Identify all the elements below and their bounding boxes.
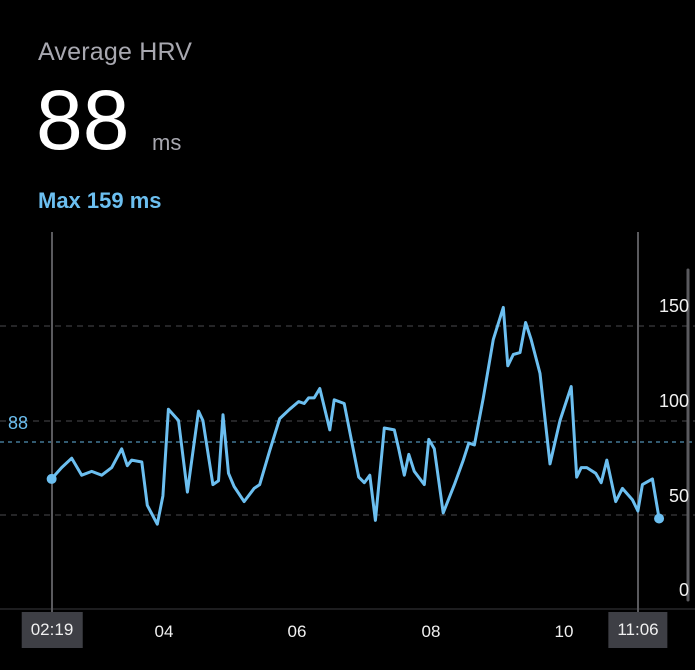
x-tick-06: 06	[287, 622, 307, 641]
unit-label: ms	[152, 130, 182, 155]
x-tick-start-time[interactable]: 02:19	[21, 612, 83, 648]
hrv-series-line	[50, 305, 661, 526]
y-tick-150: 150	[658, 296, 689, 316]
x-tick-08: 08	[421, 622, 441, 641]
average-value-label: 88	[8, 413, 29, 433]
max-hrv-label: Max 159 ms	[38, 188, 162, 213]
end-point	[654, 513, 665, 524]
x-tick-10: 10	[554, 622, 574, 641]
x-tick-end-time[interactable]: 11:06	[608, 612, 668, 648]
metric-title: Average HRV	[38, 38, 193, 66]
gridlines	[0, 325, 695, 610]
start-point	[46, 473, 57, 484]
y-tick-50: 50	[668, 486, 689, 506]
average-hrv-value: 88	[36, 73, 130, 167]
y-tick-0: 0	[678, 580, 689, 600]
x-tick-04: 04	[154, 622, 174, 641]
y-tick-100: 100	[658, 391, 689, 411]
